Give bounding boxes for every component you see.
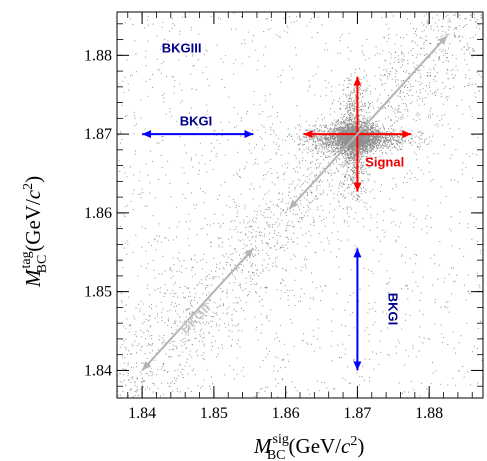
x-tick-label: 1.86 [272, 405, 300, 422]
y-tick-label: 1.84 [84, 362, 112, 379]
bkgii-lower-arrow [141, 247, 255, 372]
plot-frame [116, 11, 484, 399]
x-tick-label: 1.85 [200, 405, 228, 422]
arrow-annotations [141, 34, 448, 372]
axis-ticks: 1.84 1.85 1.86 1.87 1.88 1.84 1.85 1.86 1.87 1.88 [84, 12, 483, 422]
y-axis-label: MtagBC(GeV/c2) [19, 176, 50, 288]
region-label: BKGI [385, 293, 400, 326]
x-tick-label: 1.87 [343, 405, 371, 422]
y-tick-label: 1.85 [84, 284, 112, 301]
x-axis-label: Msig BC (GeV/c2) [253, 432, 364, 461]
region-label: Signal [365, 155, 404, 170]
y-tick-label: 1.86 [84, 205, 112, 222]
y-tick-label: 1.87 [84, 126, 112, 143]
x-tick-label: 1.88 [415, 405, 443, 422]
bkgii-upper-arrow [288, 34, 448, 210]
region-label: BKGIII [162, 40, 202, 55]
region-label: BKGI [180, 114, 213, 129]
x-tick-label: 1.84 [128, 405, 156, 422]
y-tick-label: 1.88 [84, 47, 112, 64]
